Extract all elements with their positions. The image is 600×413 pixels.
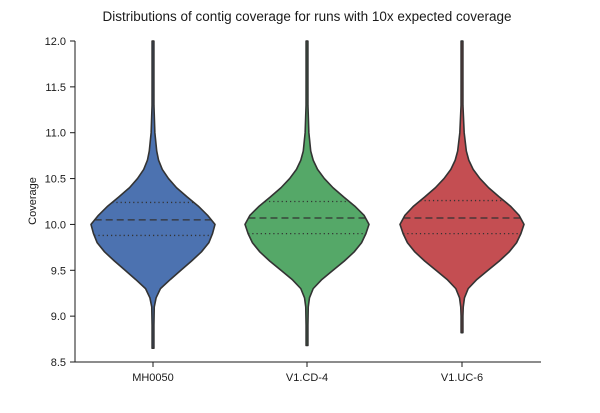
violin-v1-cd-4 — [244, 40, 370, 347]
violin-v1-uc-6 — [399, 40, 525, 334]
y-tick-label-8-5: 8.5 — [51, 357, 66, 369]
y-axis-label: Coverage — [27, 177, 39, 225]
y-tick-label-9-5: 9.5 — [51, 265, 66, 277]
y-tick-label-10-5: 10.5 — [45, 174, 66, 186]
y-tick-label-11-5: 11.5 — [45, 82, 66, 94]
y-axis-ticks: 8.5 9.0 9.5 10.0 10.5 11.0 11.5 12.0 — [45, 36, 75, 369]
x-tick-label-v1-cd-4: V1.CD-4 — [286, 372, 328, 384]
y-tick-label-10-0: 10.0 — [45, 219, 66, 231]
chart-title: Distributions of contig coverage for run… — [103, 9, 512, 24]
x-tick-label-v1-uc-6: V1.UC-6 — [441, 372, 483, 384]
y-tick-label-12-0: 12.0 — [45, 36, 66, 48]
plot-area — [90, 40, 525, 350]
x-axis-ticks: MH0050 V1.CD-4 V1.UC-6 — [132, 362, 483, 384]
y-tick-label-9-0: 9.0 — [51, 311, 66, 323]
x-tick-label-mh0050: MH0050 — [132, 372, 174, 384]
y-tick-label-11-0: 11.0 — [45, 128, 66, 140]
violin-mh0050 — [90, 40, 216, 350]
